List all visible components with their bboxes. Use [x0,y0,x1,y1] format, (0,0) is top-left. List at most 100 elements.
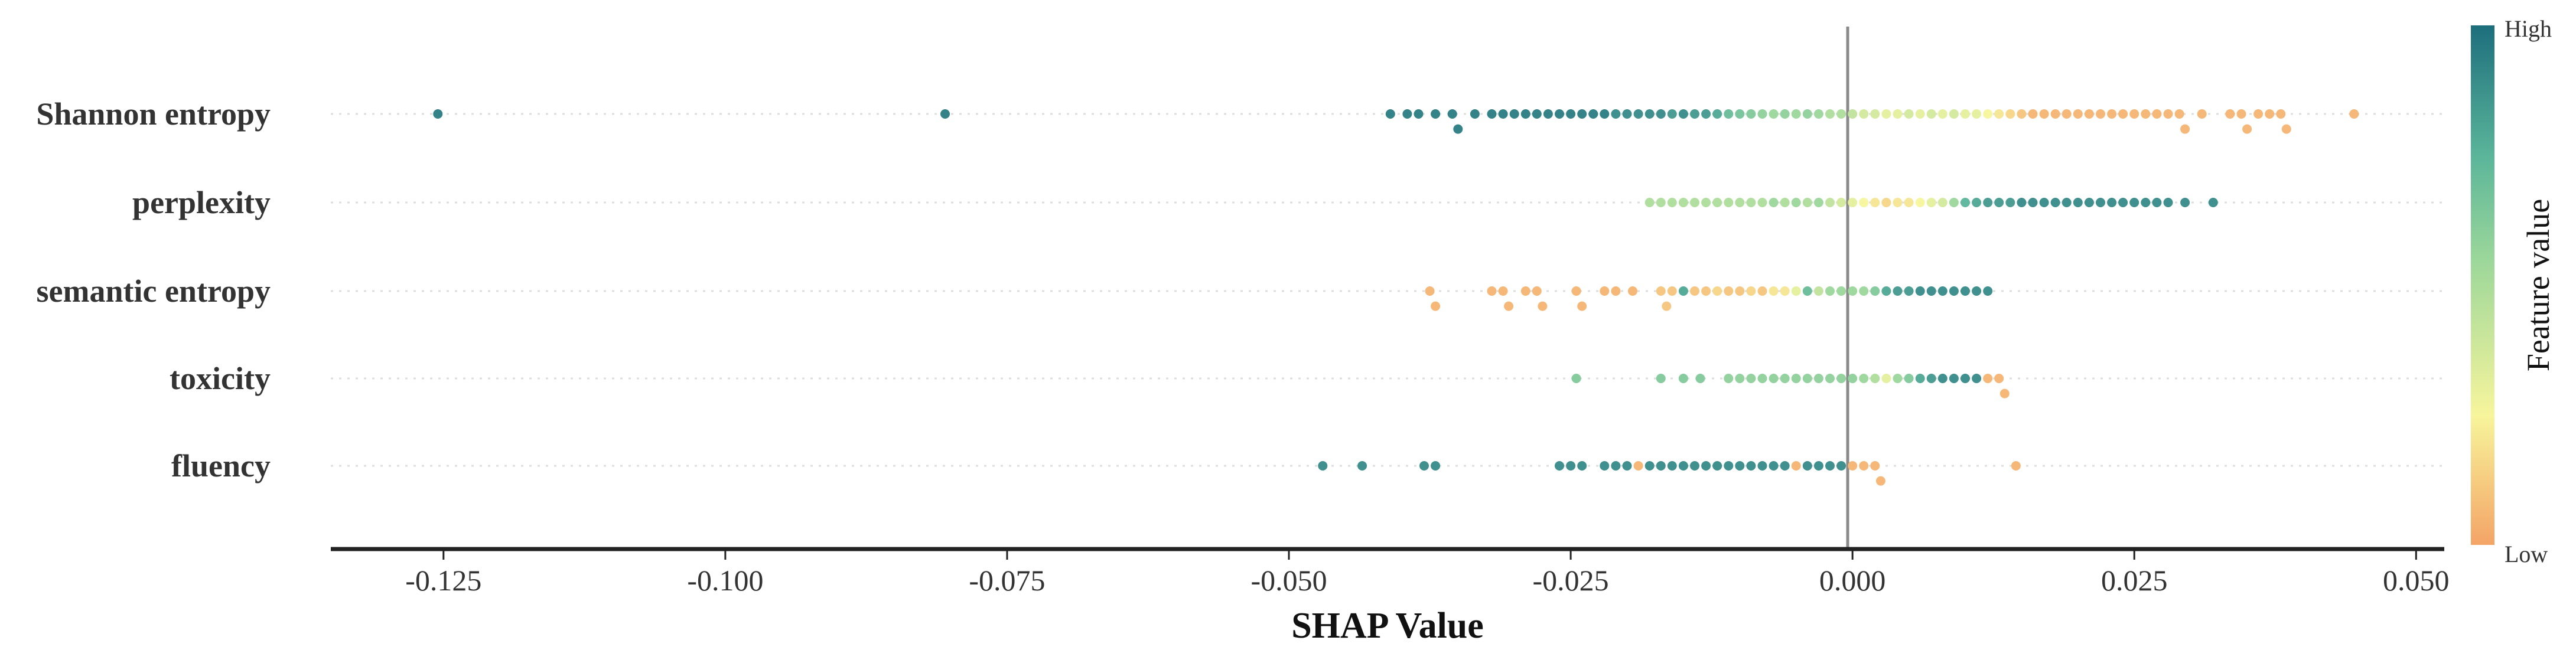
shap-point [1757,198,1767,207]
shap-point [1724,461,1734,471]
shap-point [1915,198,1925,207]
shap-point [1757,286,1767,296]
x-tick-label: -0.075 [969,564,1045,597]
colorbar-title: Feature value [2520,199,2556,371]
shap-point [1701,198,1711,207]
shap-point [1791,286,1801,296]
shap-point [1859,286,1869,296]
shap-point [2152,198,2162,207]
shap-point [1875,476,1885,486]
shap-point [1656,198,1666,207]
shap-point [1701,461,1711,471]
shap-point [1600,461,1610,471]
x-axis-ticks: -0.125 -0.100 -0.075 -0.050 -0.025 0.000 0.025… [405,551,2450,597]
shap-point [1577,301,1587,311]
shap-point [1701,286,1711,296]
shap-point [1881,286,1891,296]
shap-point [2017,109,2027,119]
shap-point [1571,374,1581,383]
shap-point [1769,374,1779,383]
shap-point [1870,109,1880,119]
shap-point [1915,374,1925,383]
shap-point [1972,109,1982,119]
shap-point [1431,109,1441,119]
shap-point [1848,461,1858,471]
shap-point [1712,198,1722,207]
shap-point [1836,461,1846,471]
shap-point [2050,109,2060,119]
shap-point [1656,461,1666,471]
shap-point [1802,461,1812,471]
shap-point [1566,461,1576,471]
shap-point [2276,109,2286,119]
shap-point [1431,461,1441,471]
shap-point [1735,374,1745,383]
shap-point [2236,109,2246,119]
shap-point [1881,198,1891,207]
shap-point [1498,286,1508,296]
shap-point [1419,461,1429,471]
shap-point [1893,109,1903,119]
shap-point [1611,461,1621,471]
shap-point [1600,286,1610,296]
shap-point [2349,109,2359,119]
shap-point [1746,461,1756,471]
shap-point [1836,109,1846,119]
feature-label: perplexity [132,185,271,220]
shap-point [1813,198,1823,207]
shap-point [1724,374,1734,383]
shap-point [1949,286,1959,296]
shap-point [1994,374,2004,383]
shap-point [1678,198,1688,207]
shap-point [1802,286,1812,296]
shap-point [1414,109,1424,119]
shap-point [1509,109,1519,119]
shap-point [1859,461,1869,471]
shap-point [1633,109,1643,119]
shap-point [1628,286,1637,296]
shap-point [1735,198,1745,207]
shap-point [1999,388,2010,399]
x-axis-title: SHAP Value [1291,606,1484,646]
shap-point [1791,374,1801,383]
x-tick-label: -0.050 [1250,564,1327,597]
shap-point [2118,198,2128,207]
shap-point [1538,301,1548,311]
shap-point [1813,374,1823,383]
shap-point [1656,374,1666,383]
shap-point [1611,286,1621,296]
shap-point [1791,109,1801,119]
shap-point [2073,198,2083,207]
shap-point [1667,109,1677,119]
shap-point [1622,109,1632,119]
shap-point [1926,109,1936,119]
shap-point [1667,461,1677,471]
shap-point [1357,461,1367,471]
shap-point [1904,286,1914,296]
shap-point [1983,109,1993,119]
shap-point [1724,198,1734,207]
colorbar: High Low Feature value [2471,15,2556,567]
shap-point [1690,286,1699,296]
shap-point [1870,461,1880,471]
shap-point [1780,109,1790,119]
shap-point [1926,286,1936,296]
shap-point [1532,286,1542,296]
shap-point [1802,198,1812,207]
shap-point [2017,198,2027,207]
shap-point [1712,109,1722,119]
shap-point [2062,109,2072,119]
shap-point [1802,374,1812,383]
shap-point [1690,109,1699,119]
shap-point [2129,109,2139,119]
shap-point [1724,109,1734,119]
shap-point [2005,109,2015,119]
x-tick-label: -0.100 [687,564,763,597]
shap-point [1656,109,1666,119]
shap-point [2180,124,2190,134]
shap-point [1571,286,1581,296]
shap-point [1780,286,1790,296]
shap-point [1724,286,1734,296]
shap-point [2107,109,2117,119]
shap-point [2096,109,2105,119]
